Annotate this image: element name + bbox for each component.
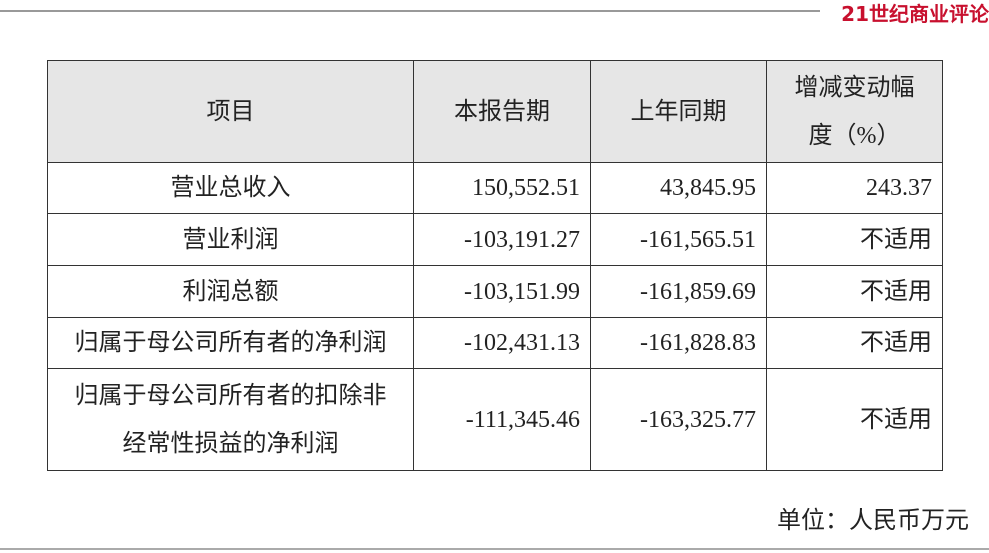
cell: -163,325.77	[590, 368, 767, 471]
cell-text: 不适用	[860, 278, 932, 305]
cell-text: -161,828.83	[640, 330, 756, 356]
table-row: 归属于母公司所有者的净利润 -102,431.13 -161,828.83 不适用	[47, 317, 943, 369]
cell-text: 不适用	[860, 406, 932, 433]
cell-text: 不适用	[860, 330, 932, 356]
cell-text: 营业总收入	[170, 175, 291, 201]
cell: 不适用	[766, 368, 943, 471]
header-row: 项目 本报告期 上年同期 增减变动幅度（%）	[47, 60, 943, 163]
cell: -161,565.51	[590, 213, 767, 266]
cell-text: -103,191.27	[464, 226, 580, 253]
cell: -161,828.83	[590, 317, 767, 369]
cell-text: 上年同期	[630, 98, 727, 125]
cell: 不适用	[766, 265, 943, 318]
header-cell: 本报告期	[413, 60, 591, 163]
cell-text: 项目	[206, 98, 255, 125]
header-cell: 项目	[47, 60, 414, 163]
cell: 营业总收入	[47, 162, 414, 214]
cell-text: 150,552.51	[472, 175, 580, 201]
cell: -103,151.99	[413, 265, 591, 318]
cell-text: 43,845.95	[660, 175, 756, 201]
cell-text: -161,565.51	[640, 226, 756, 253]
cell: 不适用	[766, 213, 943, 266]
cell-text: 本报告期	[454, 98, 550, 125]
cell-text: 经常性损益的净利润	[122, 430, 339, 457]
cell: 归属于母公司所有者的净利润	[47, 317, 414, 369]
cell-text: 不适用	[860, 226, 932, 253]
cell-text: -163,325.77	[640, 406, 756, 433]
cell-text: 归属于母公司所有者的扣除非	[74, 382, 387, 409]
header-cell: 增减变动幅度（%）	[766, 60, 943, 163]
cell-text: 营业利润	[182, 226, 279, 253]
cell: 利润总额	[47, 265, 414, 318]
cell-text: 度（%）	[808, 122, 901, 149]
cell-text: 243.37	[866, 175, 932, 201]
brand: 21世纪商业评论	[841, 2, 989, 26]
unit-note: 单位：人民币万元	[777, 508, 969, 534]
cell: -103,191.27	[413, 213, 591, 266]
cell-text: 增减变动幅	[794, 74, 915, 101]
cell: 243.37	[766, 162, 943, 214]
cell: -111,345.46	[413, 368, 591, 471]
table-row: 营业利润 -103,191.27 -161,565.51 不适用	[47, 213, 943, 266]
cell: -161,859.69	[590, 265, 767, 318]
cell-text: -111,345.46	[465, 406, 580, 433]
cell: 43,845.95	[590, 162, 767, 214]
top-rule	[0, 10, 820, 12]
table-row: 利润总额 -103,151.99 -161,859.69 不适用	[47, 265, 943, 318]
cell-text: 归属于母公司所有者的净利润	[74, 330, 387, 356]
cell: 营业利润	[47, 213, 414, 266]
cell-text: -103,151.99	[464, 278, 580, 305]
cell-text: -102,431.13	[464, 330, 580, 356]
table: 项目 本报告期 上年同期 增减变动幅度（%） 营业总收入 150,552.51 43,845…	[47, 60, 943, 471]
cell: 不适用	[766, 317, 943, 369]
cell: 归属于母公司所有者的扣除非 经常性损益的净利润	[47, 368, 414, 471]
table-row: 营业总收入 150,552.51 43,845.95 243.37	[47, 162, 943, 214]
table-row: 归属于母公司所有者的扣除非 经常性损益的净利润 -111,345.46 -163,32…	[47, 368, 943, 471]
cell: -102,431.13	[413, 317, 591, 369]
cell: 150,552.51	[413, 162, 591, 214]
cell-text: 利润总额	[182, 278, 279, 305]
bottom-rule	[0, 548, 989, 550]
header-cell: 上年同期	[590, 60, 767, 163]
cell-text: -161,859.69	[640, 278, 756, 305]
